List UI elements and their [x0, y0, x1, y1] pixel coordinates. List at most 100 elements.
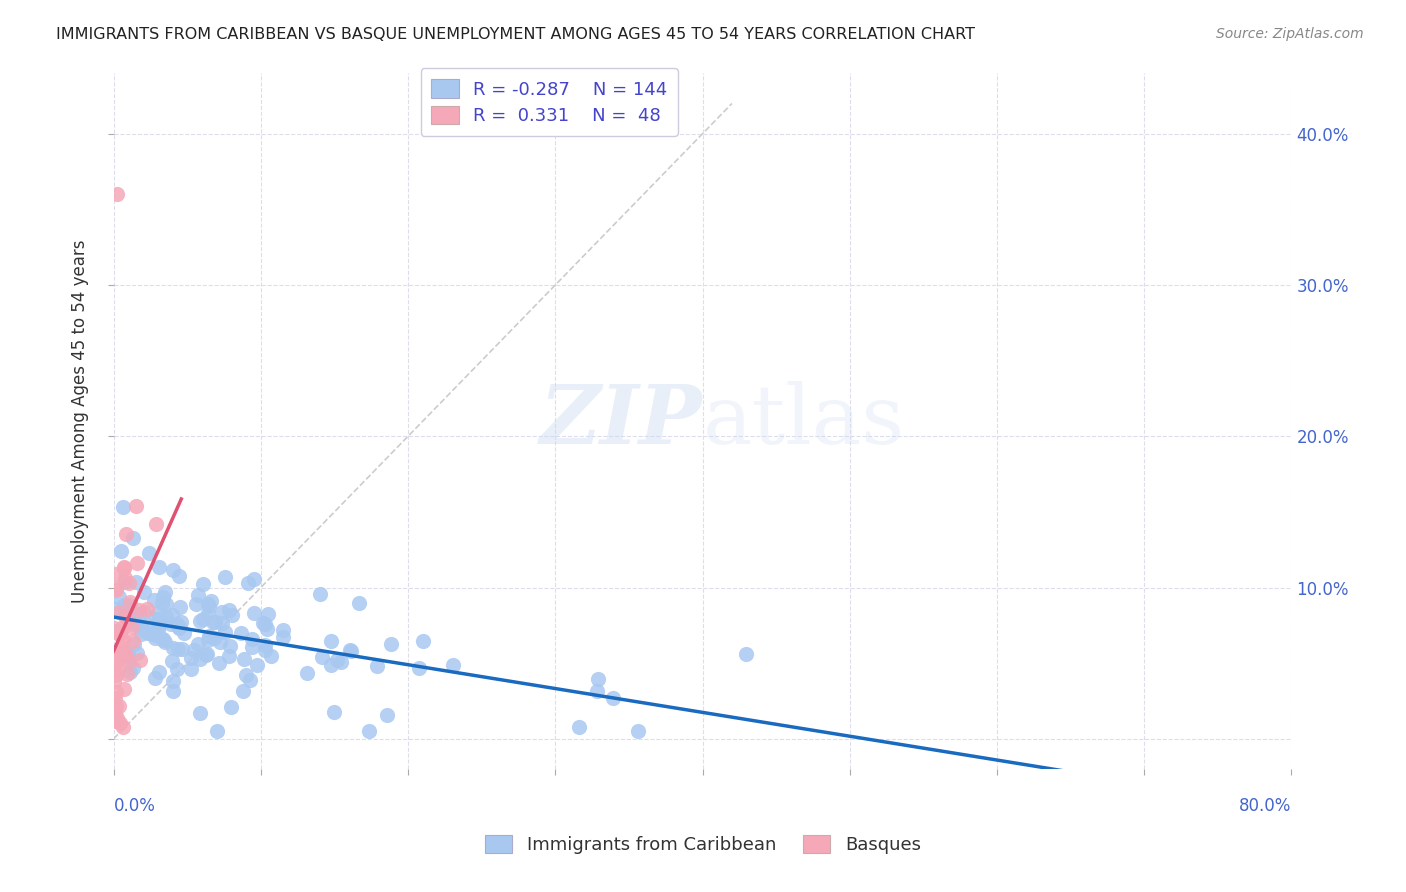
Point [146, 623, 169, 637]
Point [169, 600, 191, 615]
Point [183, 643, 205, 657]
Point [208, 656, 231, 670]
Point [148, 560, 170, 574]
Point [104, 714, 127, 728]
Point [107, 627, 129, 641]
Point [271, 623, 294, 637]
Point [190, 614, 212, 628]
Text: 0.0%: 0.0% [114, 797, 156, 815]
Point [254, 617, 277, 632]
Point [568, 720, 591, 734]
Legend: Immigrants from Caribbean, Basques: Immigrants from Caribbean, Basques [474, 824, 932, 865]
Point [602, 690, 624, 705]
Point [167, 569, 190, 583]
Point [167, 642, 190, 657]
Point [105, 187, 128, 202]
Point [124, 575, 146, 590]
Point [103, 674, 125, 689]
Point [208, 635, 231, 649]
Point [114, 575, 136, 590]
Point [260, 648, 283, 663]
Point [319, 633, 342, 648]
Point [142, 627, 165, 641]
Point [104, 690, 127, 705]
Point [120, 665, 142, 680]
Point [408, 661, 430, 675]
Point [111, 645, 134, 659]
Point [112, 500, 135, 515]
Point [246, 658, 269, 673]
Point [125, 500, 148, 514]
Point [273, 630, 295, 644]
Point [103, 621, 125, 635]
Point [162, 563, 184, 577]
Point [188, 652, 211, 666]
Point [173, 626, 195, 640]
Point [110, 543, 132, 558]
Point [122, 531, 145, 545]
Point [104, 567, 127, 582]
Point [104, 601, 127, 615]
Point [180, 663, 202, 677]
Point [145, 516, 167, 531]
Point [143, 593, 166, 607]
Point [184, 597, 207, 611]
Point [104, 684, 127, 698]
Point [627, 724, 650, 739]
Point [257, 607, 280, 621]
Point [308, 587, 330, 601]
Point [148, 612, 170, 626]
Point [218, 639, 240, 653]
Point [219, 699, 242, 714]
Point [153, 635, 176, 649]
Point [357, 724, 380, 739]
Point [311, 650, 333, 665]
Point [586, 672, 609, 686]
Point [129, 621, 152, 635]
Text: ZIP: ZIP [540, 381, 703, 461]
Point [197, 629, 219, 643]
Point [120, 595, 142, 609]
Point [187, 637, 209, 651]
Point [118, 598, 141, 612]
Point [104, 706, 127, 720]
Y-axis label: Unemployment Among Ages 45 to 54 years: Unemployment Among Ages 45 to 54 years [72, 239, 89, 603]
Point [136, 626, 159, 640]
Point [242, 607, 264, 621]
Point [145, 628, 167, 642]
Point [115, 646, 138, 660]
Point [108, 698, 131, 713]
Point [160, 654, 183, 668]
Point [412, 634, 434, 648]
Point [148, 665, 170, 679]
Point [167, 620, 190, 634]
Point [202, 631, 225, 645]
Point [375, 708, 398, 723]
Point [105, 581, 128, 595]
Point [104, 624, 127, 638]
Point [132, 584, 155, 599]
Point [159, 617, 181, 632]
Point [112, 560, 135, 574]
Point [166, 617, 188, 632]
Point [115, 613, 138, 627]
Point [339, 643, 361, 657]
Point [197, 632, 219, 647]
Point [148, 618, 170, 632]
Point [125, 609, 148, 624]
Point [104, 657, 127, 672]
Point [166, 662, 188, 676]
Point [118, 575, 141, 590]
Point [198, 599, 221, 613]
Point [128, 603, 150, 617]
Point [253, 638, 276, 652]
Point [115, 648, 138, 662]
Point [240, 640, 263, 654]
Point [243, 572, 266, 586]
Point [136, 602, 159, 616]
Point [187, 588, 209, 602]
Point [114, 605, 136, 619]
Point [112, 598, 135, 612]
Point [252, 615, 274, 630]
Point [128, 607, 150, 622]
